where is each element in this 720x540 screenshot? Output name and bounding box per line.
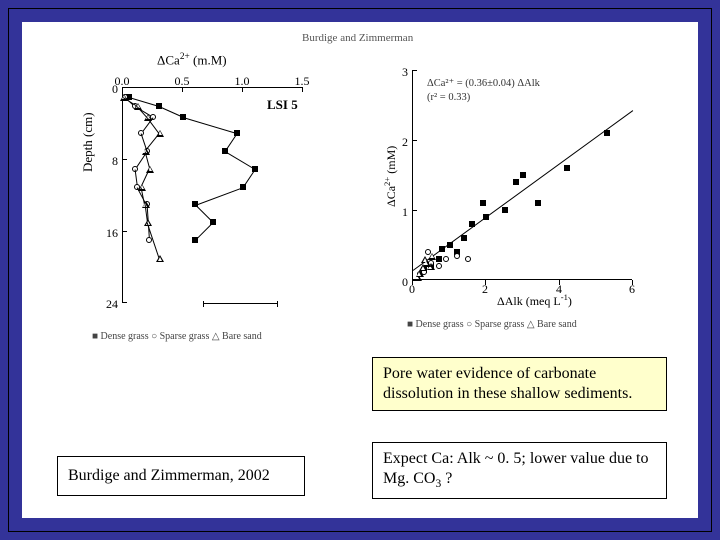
right-y-axis-label: ΔCa2+ (mM) <box>382 146 399 207</box>
right-ytick: 2 <box>388 135 408 150</box>
left-x-axis-label: ΔCa2+ (m.M) <box>157 52 227 68</box>
citation-textbox: Burdige and Zimmerman, 2002 <box>57 456 305 496</box>
left-legend: ■ Dense grass ○ Sparse grass △ Bare sand <box>92 331 262 342</box>
left-plot-box <box>122 87 302 302</box>
left-ytick: 24 <box>96 297 118 312</box>
left-ytick: 8 <box>96 154 118 169</box>
right-ytick: 0 <box>388 275 408 290</box>
expect-textbox: Expect Ca: Alk ~ 0. 5; lower value due t… <box>372 442 667 499</box>
figure-header: Burdige and Zimmerman <box>302 32 413 44</box>
left-y-axis-label: Depth (cm) <box>80 112 96 172</box>
note-textbox: Pore water evidence of carbonate dissolu… <box>372 357 667 411</box>
left-ytick: 0 <box>96 82 118 97</box>
regression-annotation: ΔCa²⁺ = (0.36±0.04) ΔAlk (r² = 0.33) <box>427 77 540 104</box>
figure-area: Burdige and Zimmerman ΔCa2+ (m.M) Depth … <box>42 32 652 342</box>
left-ytick: 16 <box>96 226 118 241</box>
slide-panel: Burdige and Zimmerman ΔCa2+ (m.M) Depth … <box>22 22 698 518</box>
left-depth-profile-chart: ΔCa2+ (m.M) Depth (cm) LSI 5 ■ Dense gra… <box>82 52 332 342</box>
right-ytick: 3 <box>388 65 408 80</box>
right-scatter-chart: ΔCa2+ (mM) ΔCa²⁺ = (0.36±0.04) ΔAlk (r² … <box>372 52 652 342</box>
right-ytick: 1 <box>388 205 408 220</box>
right-legend: ■ Dense grass ○ Sparse grass △ Bare sand <box>407 319 577 330</box>
